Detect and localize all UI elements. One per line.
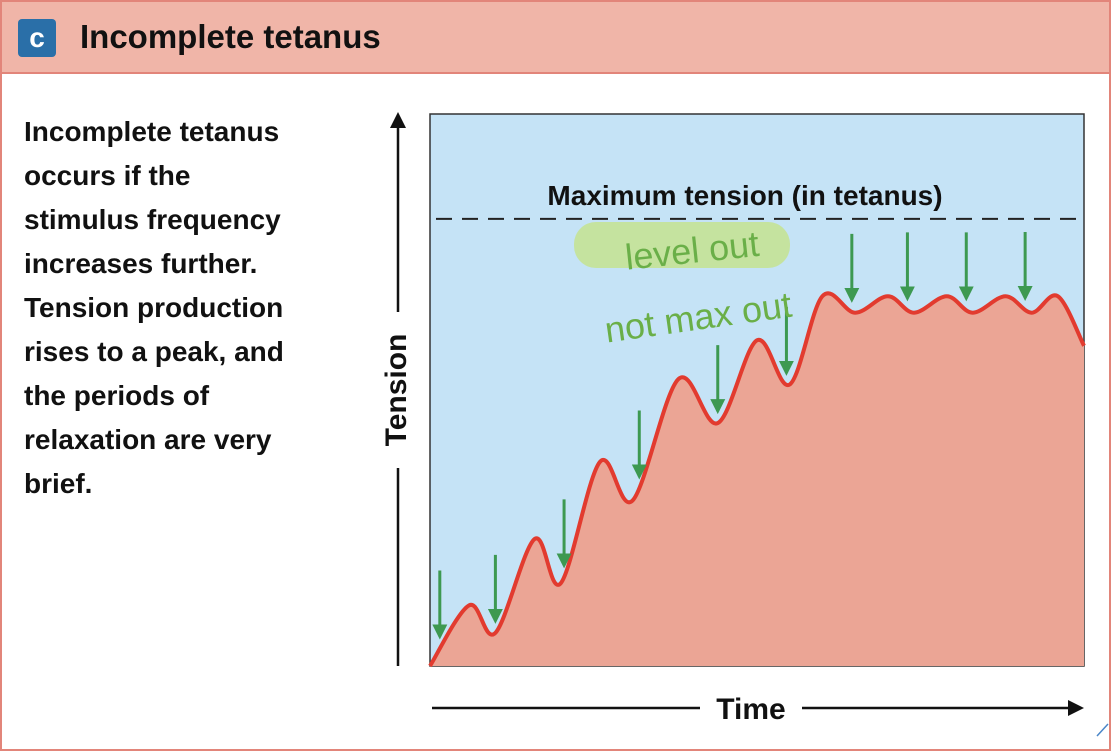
y-axis-label: Tension [380, 334, 413, 447]
y-axis-arrowhead [390, 112, 406, 128]
max-tension-label: Maximum tension (in tetanus) [547, 180, 942, 211]
x-axis-label: Time [716, 693, 785, 726]
corner-resize-icon [1096, 723, 1109, 737]
panel-title: Incomplete tetanus [80, 18, 381, 55]
tension-curve [428, 291, 1086, 668]
figure-header: c Incomplete tetanus [2, 2, 1109, 74]
description-text: Incomplete tetanus occurs if the stimulu… [24, 116, 284, 499]
x-axis-arrowhead [1068, 700, 1084, 716]
panel-badge: c [18, 19, 56, 57]
tension-area-fill [430, 293, 1084, 666]
annotation-highlight [574, 222, 790, 268]
